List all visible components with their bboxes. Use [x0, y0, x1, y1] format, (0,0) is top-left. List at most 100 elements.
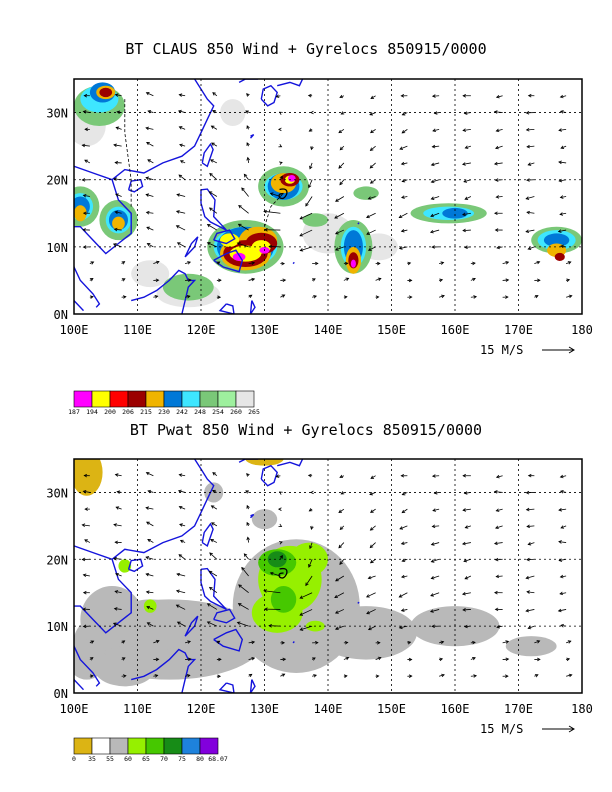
- coastline-18: [357, 222, 360, 225]
- wind-arrowhead: [121, 657, 126, 661]
- wind-arrow: [558, 161, 567, 164]
- wind-arrowhead: [525, 229, 530, 234]
- x-tick-label: 180: [571, 323, 593, 337]
- wind-arrow: [558, 541, 567, 543]
- wind-arrow: [559, 179, 567, 182]
- wind-arrowhead: [82, 489, 87, 494]
- wind-arrowhead: [206, 224, 211, 228]
- wind-arrow: [308, 179, 313, 188]
- wind-arrow: [113, 243, 122, 248]
- wind-arrowhead: [90, 640, 95, 644]
- gyre-track: [264, 192, 284, 227]
- wind-arrowhead: [525, 575, 530, 580]
- wind-arrow: [116, 127, 122, 130]
- wind-arrow: [526, 609, 535, 612]
- pwat-patch: [74, 459, 103, 496]
- wind-arrowhead: [217, 295, 222, 300]
- legend-swatch: [109, 390, 129, 408]
- legend-swatch: [73, 737, 93, 755]
- legend-swatch: [235, 390, 255, 408]
- wind-arrowhead: [431, 94, 436, 98]
- cloud-patch: [554, 252, 565, 261]
- wind-arrowhead: [495, 128, 500, 133]
- wind-arrowhead: [212, 472, 216, 476]
- wind-arrowhead: [339, 146, 344, 151]
- wind-arrowhead: [121, 640, 126, 644]
- wind-arrowhead: [121, 278, 126, 282]
- wind-arrow: [177, 242, 186, 248]
- wind-arrow: [82, 144, 90, 147]
- wind-arrowhead: [246, 142, 250, 146]
- wind-arrow: [241, 567, 249, 577]
- wind-arrowhead: [369, 492, 374, 496]
- wind-arrowhead: [268, 244, 272, 249]
- wind-arrowhead: [81, 523, 86, 527]
- wind-arrow: [432, 128, 440, 132]
- wind-arrow: [465, 525, 471, 529]
- coastline-2: [74, 606, 101, 687]
- wind-arrowhead: [82, 607, 86, 612]
- wind-arrowhead: [429, 229, 434, 234]
- wind-arrow: [146, 591, 154, 594]
- wind-arrow: [463, 229, 471, 231]
- wind-arrowhead: [496, 625, 501, 629]
- coastline-7: [213, 229, 236, 245]
- wind-arrowhead: [206, 621, 211, 625]
- wind-arrowhead: [248, 294, 253, 299]
- wind-arrowhead: [307, 473, 312, 478]
- wind-arrow: [402, 492, 408, 496]
- panel2-title: BT Pwat 850 Wind + Gyrelocs 850915/0000: [129, 421, 483, 439]
- wind-arrowhead: [187, 261, 192, 265]
- cloud-patch: [350, 259, 356, 268]
- wind-arrow: [115, 94, 122, 97]
- coastline-2: [74, 226, 101, 308]
- wind-arrowhead: [218, 278, 222, 283]
- wind-arrowhead: [279, 554, 283, 559]
- wind-arrowhead: [369, 147, 374, 151]
- wind-arrow: [263, 590, 281, 594]
- wind-arrowhead: [560, 145, 565, 149]
- wind-arrowhead: [408, 674, 413, 678]
- wind-arrowhead: [309, 545, 313, 550]
- wind-arrow: [335, 575, 345, 582]
- wind-arrow: [339, 525, 345, 530]
- legend-value-label: 265: [248, 408, 260, 416]
- legend-swatch: [181, 390, 201, 408]
- wind-arrowhead: [146, 521, 150, 525]
- wind-arrowhead: [82, 228, 86, 232]
- y-tick-label: 10N: [46, 620, 68, 634]
- wind-arrowhead: [175, 210, 180, 214]
- wind-arrow: [207, 242, 218, 248]
- wind-arrowhead: [495, 94, 500, 99]
- wind-arrowhead: [370, 475, 375, 479]
- coastline-7: [213, 608, 236, 624]
- coastline-18: [357, 601, 360, 604]
- wind-arrowhead: [305, 582, 309, 587]
- wind-arrowhead: [115, 126, 120, 130]
- wind-arrow: [299, 212, 313, 220]
- wind-arrow: [299, 592, 313, 599]
- wind-arrowhead: [440, 261, 445, 265]
- wind-arrow: [560, 475, 567, 478]
- wind-arrowhead: [339, 526, 344, 531]
- coastline-11: [218, 682, 235, 693]
- wind-arrow: [463, 558, 471, 562]
- wind-arrowhead: [179, 143, 183, 148]
- wind-arrow: [263, 210, 281, 214]
- coastline-1: [111, 459, 215, 560]
- wind-arrowhead: [377, 656, 382, 661]
- wind-arrow: [432, 525, 440, 527]
- wind-arrowhead: [505, 640, 510, 644]
- wind-arrowhead: [339, 181, 343, 186]
- wind-arrowhead: [84, 159, 88, 163]
- wind-arrowhead: [269, 571, 274, 576]
- wind-arrowhead: [558, 540, 562, 544]
- wind-arrowhead: [430, 559, 435, 563]
- legend-value-label: 248: [194, 408, 206, 416]
- wind-arrowhead: [534, 294, 539, 299]
- wind-arrowhead: [278, 523, 283, 527]
- wind-arrowhead: [251, 277, 256, 282]
- wind-arrowhead: [175, 589, 180, 594]
- wind-arrowhead: [146, 142, 150, 146]
- wind-arrow: [210, 159, 218, 164]
